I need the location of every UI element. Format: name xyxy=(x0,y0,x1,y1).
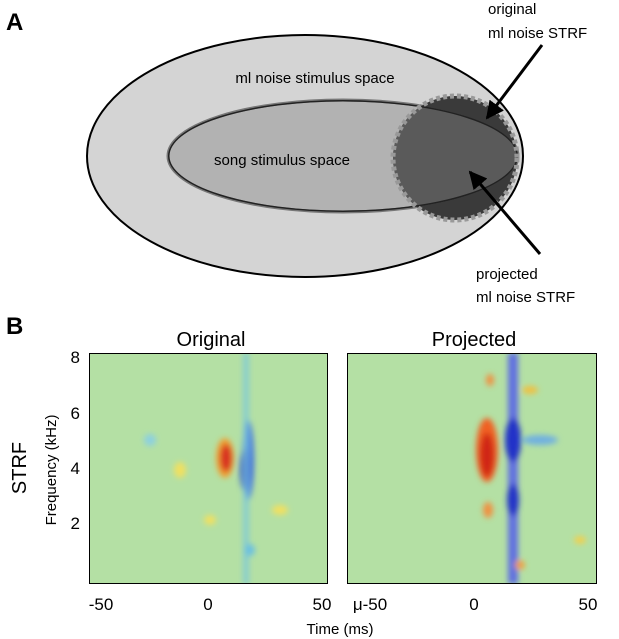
plot-title: Projected xyxy=(432,329,517,351)
x-tick-label: 0 xyxy=(203,595,212,614)
outer-label: ml noise stimulus space xyxy=(235,70,394,87)
projected-label: ml noise STRF xyxy=(476,289,575,306)
x-tick-label: 0 xyxy=(469,595,478,614)
x-tick-label: 50 xyxy=(313,595,332,614)
y-tick-label: 6 xyxy=(71,404,80,423)
heatmap xyxy=(89,353,328,584)
plot-title: Original xyxy=(177,329,246,351)
y-tick-label: 8 xyxy=(71,348,80,367)
original-label: original xyxy=(488,1,536,18)
original-label: ml noise STRF xyxy=(488,25,587,42)
y-tick-label: 4 xyxy=(71,459,80,478)
y-tick-label: 2 xyxy=(71,514,80,533)
projected-label: projected xyxy=(476,266,538,283)
arrow xyxy=(485,44,544,120)
heatmap xyxy=(347,353,597,584)
panel-label: A xyxy=(6,9,23,36)
x-tick-label: 50 xyxy=(579,595,598,614)
panel-label: B xyxy=(6,313,23,340)
x-axis-label: Time (ms) xyxy=(307,621,374,638)
strf-outline xyxy=(390,93,520,223)
y-axis-label: Frequency (kHz) xyxy=(43,415,60,526)
x-tick-label: -50 xyxy=(89,595,114,614)
row-label: STRF xyxy=(9,442,31,494)
arrow xyxy=(468,170,542,255)
inner-label: song stimulus space xyxy=(214,152,350,169)
x-tick-label: μ-50 xyxy=(353,595,387,614)
